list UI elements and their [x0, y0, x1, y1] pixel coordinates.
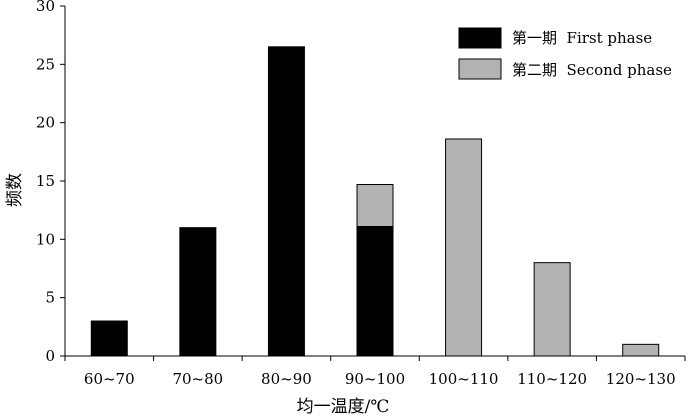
legend-label-first-phase: 第一期 First phase [512, 29, 652, 47]
x-tick-label: 100~110 [429, 370, 499, 388]
bar-second-phase [445, 138, 483, 357]
y-ticks: 0 5 10 15 20 25 30 [36, 0, 65, 365]
bars-layer [90, 46, 660, 357]
legend-swatch-first-phase [458, 27, 502, 49]
x-ticks: 60~70 70~80 80~90 90~100 100~110 110~120 120~1… [64, 356, 686, 388]
y-tick-label: 25 [36, 55, 55, 73]
legend-swatch-second-phase [458, 58, 502, 80]
bar-second-phase [533, 262, 571, 357]
bar-second-phase [356, 184, 394, 227]
bar-first-phase [356, 226, 394, 357]
x-tick-label: 90~100 [345, 370, 405, 388]
y-tick-label: 10 [36, 230, 55, 248]
x-tick-label: 80~90 [261, 370, 312, 388]
x-axis-title: 均一温度/℃ [297, 397, 390, 417]
y-tick-label: 20 [36, 114, 55, 132]
x-tick-label: 70~80 [172, 370, 223, 388]
y-tick-label: 30 [36, 0, 55, 15]
legend-label-second-phase: 第二期 Second phase [512, 61, 672, 79]
bar-second-phase [622, 343, 660, 357]
y-axis-title: 频数 [5, 173, 25, 207]
bar-first-phase [267, 46, 305, 357]
bar-first-phase [179, 227, 217, 357]
y-tick-label: 0 [45, 347, 55, 365]
bar-first-phase [90, 320, 128, 357]
x-tick-label: 120~130 [606, 370, 676, 388]
legend: 第一期 First phase 第二期 Second phase [458, 27, 672, 80]
y-tick-label: 5 [45, 289, 55, 307]
y-tick-label: 15 [36, 172, 55, 190]
x-tick-label: 60~70 [84, 370, 135, 388]
x-tick-label: 110~120 [517, 370, 587, 388]
